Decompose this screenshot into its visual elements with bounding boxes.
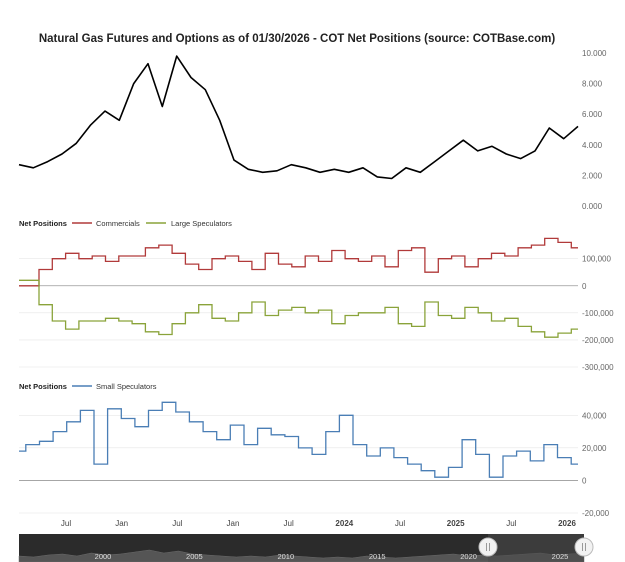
- navigator-year-label: 2000: [95, 552, 112, 561]
- positions-y-tick-label: -200,000: [582, 336, 614, 345]
- price-y-tick-label: 6.000: [582, 110, 603, 119]
- x-tick-label: Jul: [172, 519, 182, 528]
- price-y-tick-label: 8.000: [582, 80, 603, 89]
- navigator-selected-range[interactable]: [488, 534, 584, 562]
- x-tick-label: Jul: [61, 519, 71, 528]
- navigator-right-handle[interactable]: [574, 537, 594, 557]
- x-tick-label: Jul: [506, 519, 516, 528]
- small-speculators-panel: -20,000 0 20,000 40,000: [19, 401, 610, 518]
- commercials-series-line: [19, 237, 578, 287]
- x-tick-label: Jul: [284, 519, 294, 528]
- price-y-tick-label: 4.000: [582, 141, 603, 150]
- commercials-legend-label[interactable]: Commercials: [96, 219, 140, 228]
- positions-y-tick-label: 100,000: [582, 255, 611, 264]
- small-y-tick-label: 0: [582, 476, 587, 485]
- chart-title: Natural Gas Futures and Options as of 01…: [39, 33, 556, 45]
- price-panel: 0.000 2.000 4.000 6.000 8.000 10.000: [18, 49, 607, 211]
- navigator-year-label: 2025: [552, 552, 569, 561]
- x-tick-label: Jul: [395, 519, 405, 528]
- x-axis: Jul Jan Jul Jan Jul 2024 Jul 2025 Jul 2026: [61, 519, 577, 528]
- navigator-year-label: 2020: [460, 552, 477, 561]
- small-y-tick-label: 40,000: [582, 411, 607, 420]
- positions-y-tick-label: -300,000: [582, 363, 614, 372]
- small-y-tick-label: 20,000: [582, 444, 607, 453]
- x-tick-label: Jan: [115, 519, 128, 528]
- price-y-tick-label: 2.000: [582, 171, 603, 180]
- small-speculators-series-line: [19, 401, 578, 478]
- large-speculators-legend-label[interactable]: Large Speculators: [171, 219, 232, 228]
- navigator-left-handle[interactable]: [478, 537, 498, 557]
- large-speculators-series-line: [19, 279, 578, 338]
- small-speculators-legend-label[interactable]: Small Speculators: [96, 382, 157, 391]
- x-tick-label: Jan: [227, 519, 240, 528]
- positions-panel: -300,000 -200,000 -100,000 0 100,000: [19, 237, 614, 372]
- positions-y-tick-label: -100,000: [582, 309, 614, 318]
- price-y-tick-label: 10.000: [582, 49, 607, 58]
- x-tick-label: 2025: [447, 519, 465, 528]
- navigator-year-label: 2015: [369, 552, 386, 561]
- panel3-legend: Net Positions Small Speculators: [19, 382, 157, 391]
- positions-y-tick-label: 0: [582, 282, 587, 291]
- panel2-legend: Net Positions Commercials Large Speculat…: [19, 219, 232, 228]
- panel3-legend-title: Net Positions: [19, 382, 67, 391]
- x-tick-label: 2024: [335, 519, 353, 528]
- x-tick-label: 2026: [558, 519, 576, 528]
- price-y-tick-label: 0.000: [582, 202, 603, 211]
- navigator[interactable]: 2000 2005 2010 2015 2020 2025: [18, 534, 594, 562]
- small-y-tick-label: -20,000: [582, 509, 610, 518]
- navigator-year-label: 2005: [186, 552, 203, 561]
- price-series-line: [18, 55, 579, 180]
- panel2-legend-title: Net Positions: [19, 219, 67, 228]
- navigator-year-label: 2010: [277, 552, 294, 561]
